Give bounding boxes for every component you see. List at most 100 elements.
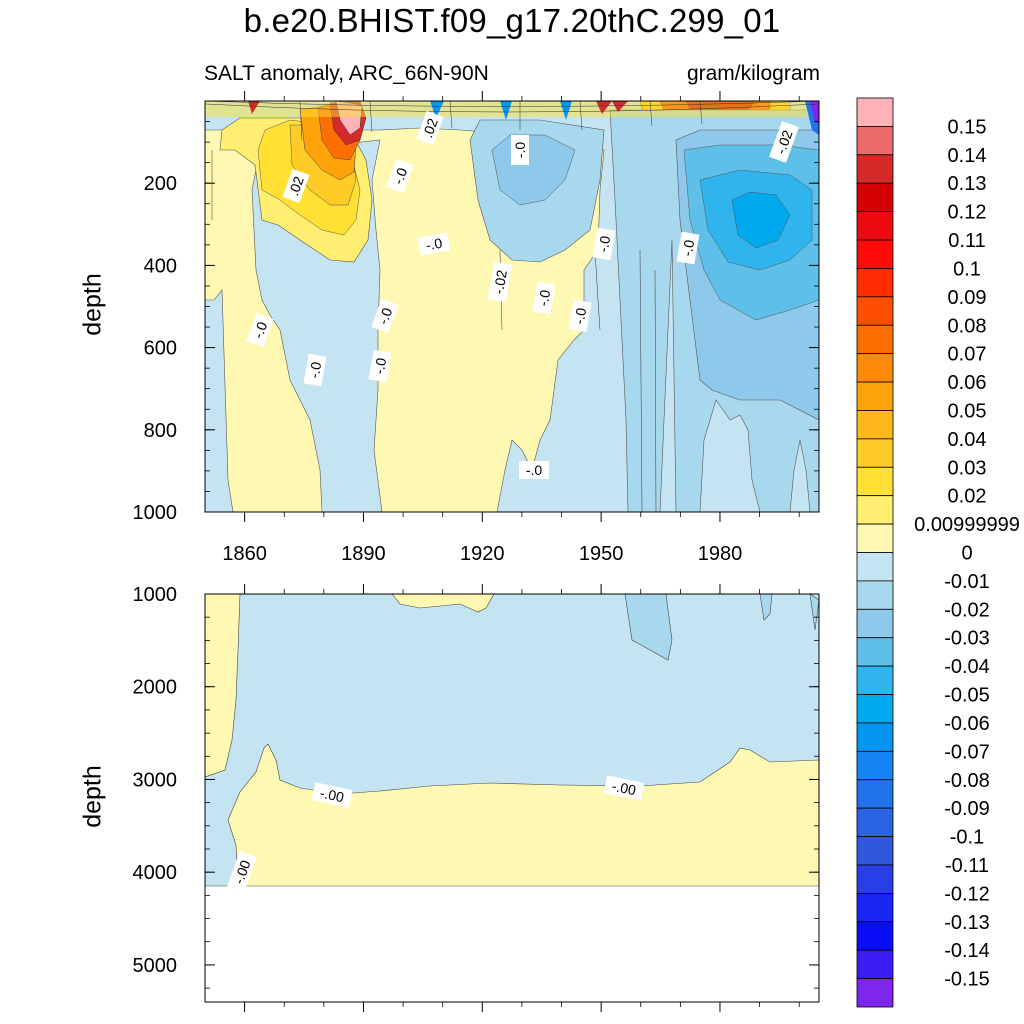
upper-cool-region (731, 191, 791, 249)
colorbar-swatch (856, 580, 894, 610)
lower-positive-region (391, 594, 495, 613)
upper-cool-region (699, 399, 811, 512)
svg-text:.02: .02 (285, 174, 307, 198)
colorbar-swatch (856, 495, 894, 525)
x-tick-label: 1980 (698, 543, 743, 565)
svg-text:-.02: -.02 (490, 269, 510, 296)
colorbar-label: -0.02 (944, 599, 990, 621)
lower-cool-region (624, 594, 819, 661)
colorbar-swatch (856, 268, 894, 298)
y-tick-label: 5000 (133, 955, 178, 977)
colorbar-swatch (856, 182, 894, 213)
colorbar-label: 0.02 (948, 486, 987, 508)
colorbar-label: 0.11 (948, 230, 985, 252)
y-tick-label: 2000 (133, 677, 178, 699)
colorbar-label: 0.03 (948, 457, 987, 479)
colorbar-swatch (856, 750, 894, 781)
units-subtitle: gram/kilogram (686, 62, 820, 85)
svg-text:-.00: -.00 (230, 858, 253, 886)
contour-label: -.02 (769, 121, 799, 163)
colorbar-label: -0.09 (944, 798, 990, 820)
contour-label: -.0 (676, 231, 700, 265)
upper-surface-band (205, 101, 819, 117)
svg-text:-.0: -.0 (595, 234, 614, 253)
svg-text:-.0: -.0 (535, 288, 554, 307)
colorbar-swatch (856, 978, 894, 1008)
contour-label: -.0 (246, 312, 274, 348)
colorbar-swatch (856, 949, 894, 979)
colorbar-label: 0.12 (948, 202, 987, 224)
upper-contour-panel (205, 101, 819, 512)
colorbar-swatch (856, 466, 894, 497)
colorbar-swatch (856, 154, 894, 184)
svg-text:-.02: -.02 (772, 128, 795, 156)
variable-subtitle: SALT anomaly, ARC_66N-90N (204, 62, 489, 85)
contour-label: .02 (416, 110, 444, 146)
contour-label: -.0 (386, 158, 414, 194)
colorbar-swatch (856, 864, 894, 894)
colorbar-swatch (856, 523, 894, 553)
svg-text:-.0: -.0 (306, 360, 325, 379)
colorbar-swatch (856, 97, 894, 127)
svg-text:-.00: -.00 (611, 778, 638, 799)
colorbar-label: 0.09 (948, 287, 987, 309)
contour-label: -.0 (511, 135, 529, 165)
colorbar-swatch (856, 665, 894, 695)
contour-label: -.00 (311, 782, 353, 808)
colorbar-label: -0.04 (944, 656, 990, 678)
y-tick-label: 600 (144, 338, 177, 360)
svg-text:-.0: -.0 (526, 462, 543, 478)
upper-contour-lines (205, 101, 819, 512)
lower-plot-frame (204, 593, 820, 1003)
y-tick-label: 1000 (133, 502, 178, 524)
colorbar-label: 0.14 (948, 145, 987, 167)
contour-label: -.00 (603, 775, 645, 801)
colorbar-label: -0.07 (944, 741, 990, 763)
colorbar-label: -0.05 (944, 685, 990, 707)
svg-text:-.0: -.0 (390, 165, 411, 186)
colorbar-swatch (856, 126, 894, 156)
upper-surface-band (810, 101, 819, 124)
x-tick-label: 1860 (222, 543, 267, 565)
colorbar-label: -0.1 (950, 827, 984, 849)
colorbar-label: 0 (961, 543, 972, 565)
colorbar-label: -0.12 (944, 883, 990, 905)
colorbar-label: 0.00999999 (914, 514, 1020, 536)
contour-label: -.0 (592, 227, 616, 261)
y-tick-label: 200 (144, 173, 177, 195)
svg-text:-.00: -.00 (319, 785, 346, 806)
colorbar-swatch (856, 211, 894, 241)
x-tick-label: 1890 (341, 543, 386, 565)
colorbar-label: -0.15 (944, 969, 990, 991)
y-tick-label: 400 (144, 255, 177, 277)
colorbar-label: 0.07 (948, 344, 987, 366)
x-tick-label: 1920 (460, 543, 505, 565)
colorbar-label: 0.15 (948, 116, 987, 138)
contour-label: -.0 (303, 353, 327, 387)
colorbar-swatch (856, 779, 894, 809)
contour-label: -.0 (371, 298, 399, 334)
contour-label: -.00 (227, 851, 257, 893)
svg-text:-.0: -.0 (375, 305, 396, 326)
colorbar-label: 0.1 (953, 258, 981, 280)
colorbar-swatch (856, 410, 894, 440)
colorbar-swatch (856, 722, 894, 752)
colorbar-swatch (856, 608, 894, 639)
colorbar-label: 0.05 (948, 400, 987, 422)
y-tick-label: 4000 (133, 862, 178, 884)
svg-text:-.0: -.0 (250, 319, 271, 340)
svg-text:-.0: -.0 (425, 235, 444, 254)
svg-text:.02: .02 (419, 116, 441, 140)
colorbar-swatch (856, 637, 894, 667)
y-tick-label: 800 (144, 420, 177, 442)
contour-label: -.0 (368, 349, 392, 383)
contour-label: .02 (282, 168, 310, 204)
y-tick-label: 3000 (133, 769, 178, 791)
colorbar-label: 0.08 (948, 315, 987, 337)
colorbar-swatch (856, 836, 894, 866)
lower-contour-panel (205, 594, 819, 1002)
colorbar-swatch (856, 921, 894, 951)
svg-text:-.0: -.0 (371, 356, 390, 375)
colorbar-label: 0.06 (948, 372, 987, 394)
